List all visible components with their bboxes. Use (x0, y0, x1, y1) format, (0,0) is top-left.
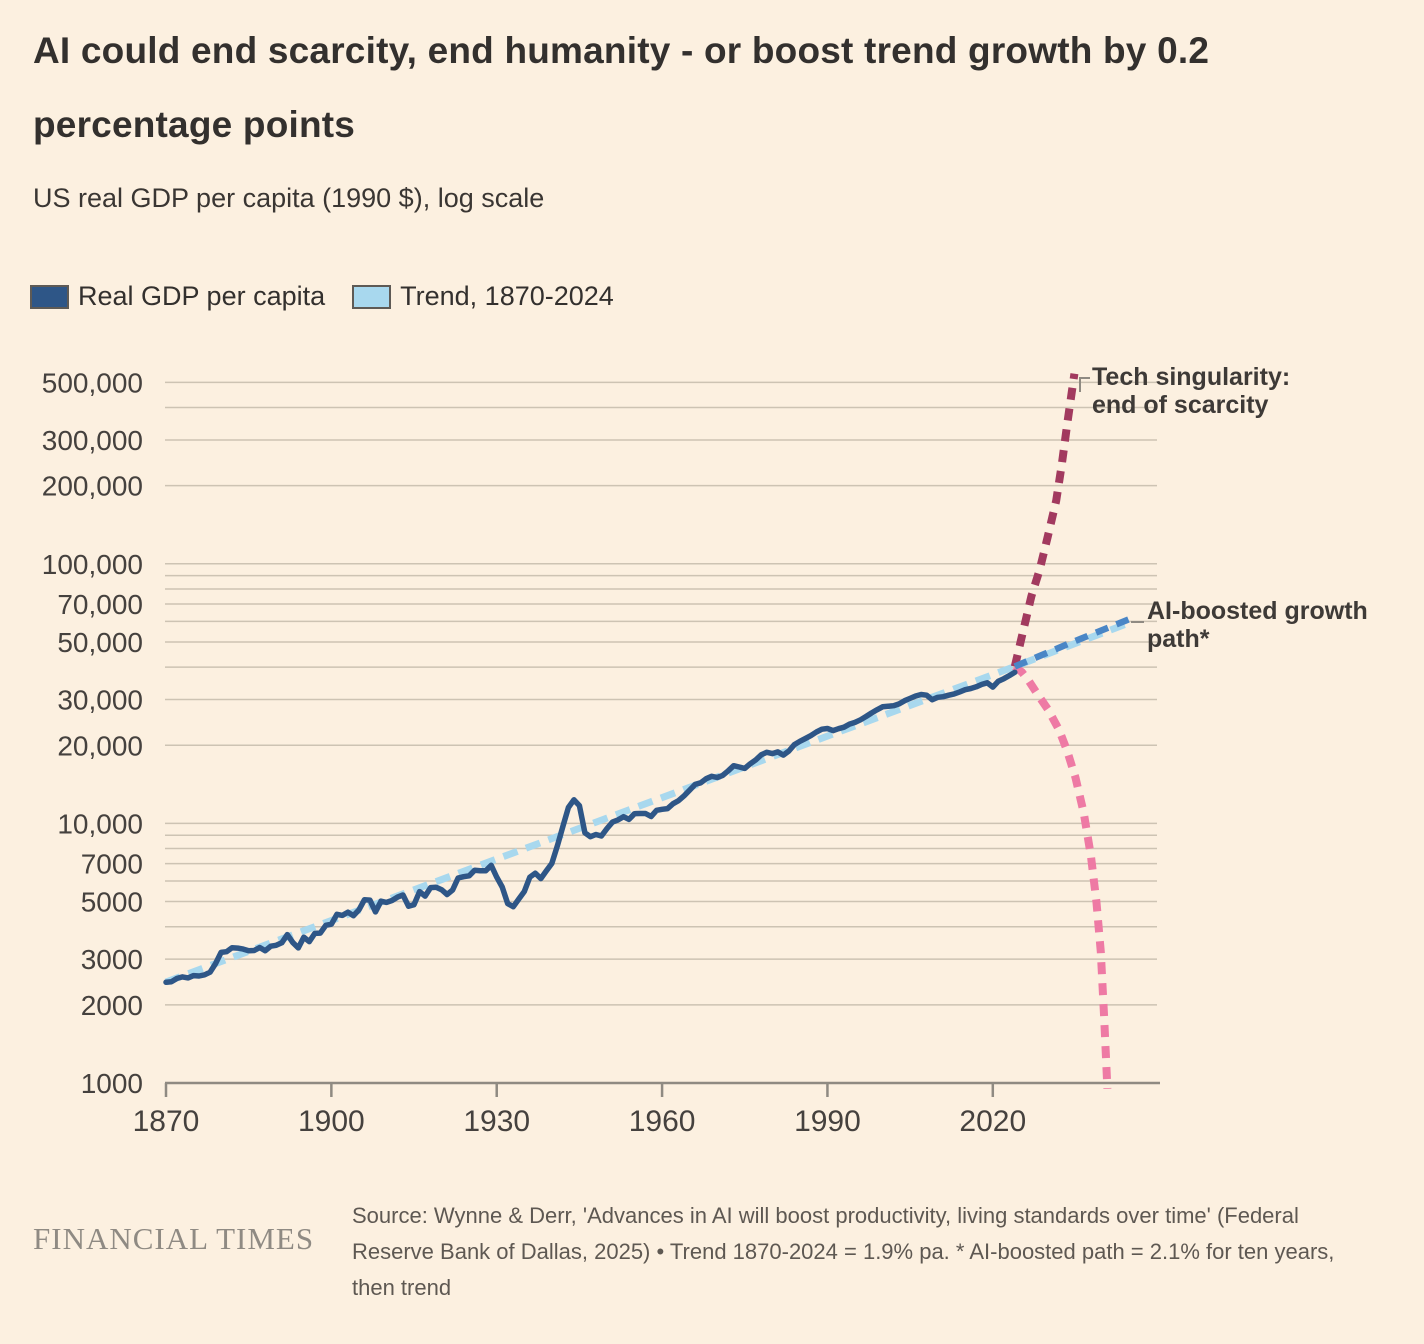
page-title: AI could end scarcity, end humanity - or… (33, 14, 1323, 162)
annotation-tech-singularity: Tech singularity: end of scarcity (1092, 363, 1290, 419)
svg-text:1900: 1900 (298, 1105, 365, 1138)
svg-text:1990: 1990 (794, 1105, 861, 1138)
annotation-tech-line-1: Tech singularity: (1092, 363, 1291, 391)
trend-legend-label: Trend, 1870-2024 (400, 281, 614, 311)
title-line-1: AI could end scarcity, end humanity - or… (33, 30, 1210, 71)
gdp-legend-label: Real GDP per capita (78, 281, 326, 311)
svg-text:1000: 1000 (81, 1068, 143, 1099)
svg-text:100,000: 100,000 (42, 549, 143, 580)
svg-text:20,000: 20,000 (57, 730, 143, 761)
source-note: Source: Wynne & Derr, 'Advances in AI wi… (352, 1203, 1335, 1300)
svg-text:2000: 2000 (81, 990, 143, 1021)
svg-text:70,000: 70,000 (57, 589, 143, 620)
annotation-ai-line-2: path* (1147, 625, 1210, 653)
legend-item-gdp: Real GDP per capita (30, 281, 325, 312)
annotation-tech-line-2: end of scarcity (1092, 391, 1269, 419)
svg-text:30,000: 30,000 (57, 685, 143, 716)
title-line-2: percentage points (33, 104, 356, 145)
svg-text:10,000: 10,000 (57, 808, 143, 839)
svg-text:500,000: 500,000 (42, 367, 143, 398)
svg-text:200,000: 200,000 (42, 471, 143, 502)
svg-text:5000: 5000 (81, 887, 143, 918)
annotation-ai-boosted: AI-boosted growth path* (1147, 597, 1368, 653)
svg-text:50,000: 50,000 (57, 627, 143, 658)
trend-legend-swatch (352, 284, 392, 309)
annotation-ai-line-1: AI-boosted growth (1147, 597, 1368, 625)
gdp-legend-swatch (30, 284, 69, 309)
svg-text:1870: 1870 (133, 1105, 200, 1138)
svg-text:7000: 7000 (81, 849, 143, 880)
svg-text:2020: 2020 (959, 1105, 1026, 1138)
chart-subtitle: US real GDP per capita (1990 $), log sca… (33, 183, 545, 213)
legend-item-trend: Trend, 1870-2024 (352, 281, 614, 312)
svg-text:300,000: 300,000 (42, 425, 143, 456)
chart-legend: Real GDP per capita Trend, 1870-2024 (30, 281, 614, 312)
svg-text:3000: 3000 (81, 944, 143, 975)
financial-times-logo: FINANCIAL TIMES (33, 1221, 315, 1256)
svg-text:1960: 1960 (629, 1105, 696, 1138)
svg-text:1930: 1930 (463, 1105, 530, 1138)
